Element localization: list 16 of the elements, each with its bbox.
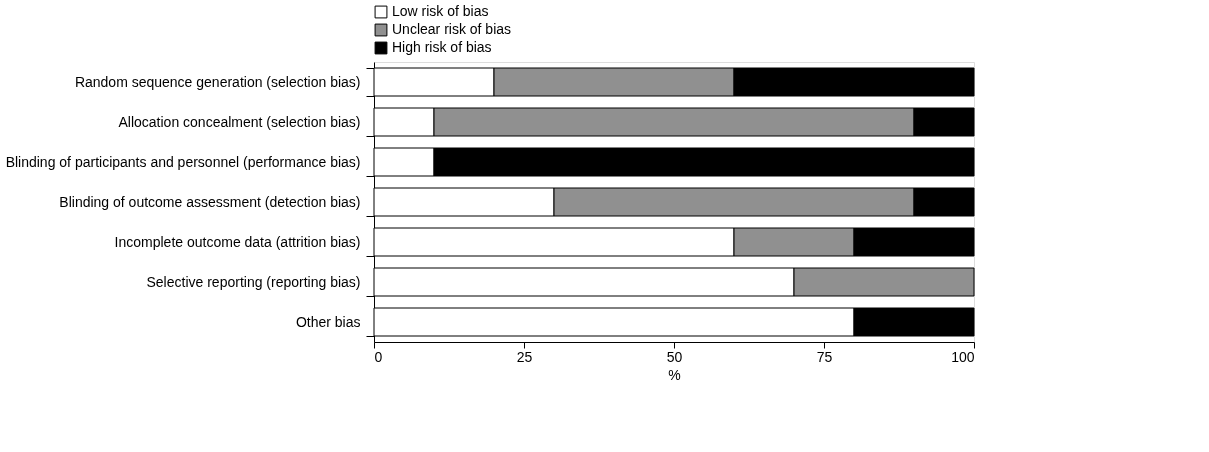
y-tick-label: Other bias	[295, 313, 361, 330]
x-tick-label: 50	[666, 348, 683, 365]
legend-label: High risk of bias	[392, 39, 492, 55]
y-tick-label: Blinding of outcome assessment (detection bias)	[59, 193, 361, 210]
x-tick-label: 25	[516, 348, 533, 365]
x-tick-label: 0	[374, 348, 383, 365]
y-tick-label: Incomplete outcome data (attrition bias)	[114, 233, 361, 250]
y-tick-label: Random sequence generation (selection bias)	[74, 73, 361, 90]
legend-label: Unclear risk of bias	[392, 21, 512, 37]
x-axis-title: %	[668, 366, 681, 383]
x-tick-label: 75	[816, 348, 833, 365]
y-tick-label: Blinding of participants and personnel (performance bias)	[5, 153, 361, 170]
legend-label: Low risk of bias	[392, 3, 489, 19]
y-tick-label: Selective reporting (reporting bias)	[146, 273, 361, 290]
x-tick-label: 100	[951, 348, 975, 365]
y-tick-label: Allocation concealment (selection bias)	[118, 113, 361, 130]
